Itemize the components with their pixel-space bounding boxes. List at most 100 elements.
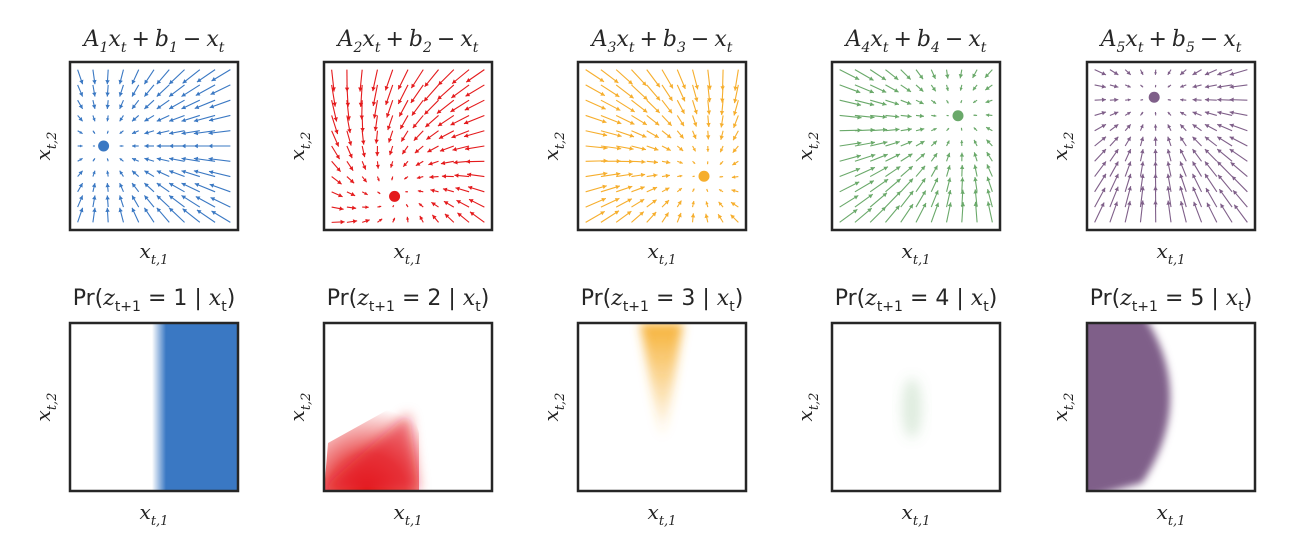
vector-arrowhead <box>1167 111 1171 115</box>
vector-arrowhead <box>1101 161 1106 166</box>
vector-arrowhead <box>211 77 217 81</box>
vector-arrowhead <box>442 187 448 192</box>
y-axis-label-sub: t,2 <box>553 132 568 150</box>
vector-arrowhead <box>719 162 723 165</box>
vector-arrowhead <box>385 113 391 118</box>
probability-title-5: Pr(zt+1 = 5 | xt) <box>1090 286 1253 315</box>
vector-arrowhead <box>1166 200 1171 205</box>
vector-arrowhead <box>194 104 200 110</box>
vector-arrowhead <box>181 195 187 200</box>
title-x2-sub: t <box>473 40 479 56</box>
vector-arrowhead <box>1140 111 1144 115</box>
vector-arrowhead <box>692 188 695 191</box>
vector-arrowhead <box>361 152 366 158</box>
vector-arrowhead <box>78 170 83 175</box>
vector-arrowhead <box>105 80 110 85</box>
title-x2: x <box>714 27 727 52</box>
vector-arrowhead <box>616 146 622 151</box>
vector-arrowhead <box>1101 84 1106 89</box>
vector-arrowhead <box>440 160 446 166</box>
probability-region-4 <box>902 378 922 438</box>
x-axis-label-x: x <box>648 500 659 524</box>
vector-arrowhead <box>973 139 978 144</box>
vector-arrowhead <box>405 191 407 193</box>
vector-arrowhead <box>371 101 377 106</box>
vector-arrowhead <box>614 210 620 215</box>
vector-arrowhead <box>906 100 912 105</box>
vector-arrowhead <box>411 111 417 116</box>
vector-arrowhead <box>1192 136 1197 142</box>
title-x2-sub: t <box>1236 40 1242 56</box>
vector-arrowhead <box>398 84 403 90</box>
vector-arrowhead <box>364 191 368 195</box>
vector-arrowhead <box>655 108 660 113</box>
vector-arrowhead <box>389 163 394 168</box>
vector-arrowhead <box>960 202 966 207</box>
vector-arrowhead <box>616 171 621 177</box>
title-minus: − <box>945 27 963 52</box>
vector-arrowhead <box>895 153 901 158</box>
vector-arrowhead <box>870 140 876 146</box>
vector-arrowhead <box>1154 72 1158 75</box>
title-x-sub: t <box>375 40 381 56</box>
vector-arrowhead <box>895 127 900 132</box>
vector-arrowhead <box>156 170 162 175</box>
vector-arrowhead <box>1114 186 1119 192</box>
vector-arrowhead <box>193 156 199 162</box>
vector-arrowhead <box>706 110 712 115</box>
prob-title-x: x <box>717 286 730 311</box>
vector-arrowhead <box>1179 149 1184 154</box>
vector-arrowhead <box>432 214 437 220</box>
vector-arrowhead <box>427 148 432 153</box>
vector-arrowhead <box>719 123 725 128</box>
vector-arrowhead <box>1113 70 1119 75</box>
title-A-sub: 4 <box>860 40 870 56</box>
vector-arrowhead <box>653 159 658 165</box>
vector-arrowhead <box>1217 84 1222 89</box>
vector-arrowhead <box>906 75 911 80</box>
vector-arrowhead <box>733 135 738 141</box>
dynamics-frame-3 <box>576 60 748 232</box>
vector-arrowhead <box>601 105 606 110</box>
vector-arrowhead <box>617 133 622 138</box>
vector-arrowhead <box>629 146 634 151</box>
y-axis-label-x: x <box>793 410 817 421</box>
x-axis-label-sub: t,1 <box>913 253 931 268</box>
vector-arrowhead <box>856 102 862 107</box>
probability-region-3 <box>640 323 683 438</box>
vector-arrowhead <box>705 135 711 140</box>
vector-arrowhead <box>655 96 661 101</box>
vector-arrowhead <box>156 92 162 97</box>
probability-title-3: Pr(zt+1 = 3 | xt) <box>581 286 744 315</box>
x-axis-label: xt,1 <box>902 500 931 529</box>
vector-arrowhead <box>105 195 110 200</box>
vector-arrowhead <box>1127 161 1132 166</box>
vector-arrowhead <box>857 141 862 146</box>
vector-arrowhead <box>931 86 936 92</box>
vector-arrowhead <box>417 189 421 193</box>
vector-arrowhead <box>959 152 965 157</box>
vector-arrowhead <box>681 96 686 102</box>
vector-arrowhead <box>78 117 83 122</box>
vector-arrowhead <box>182 208 188 213</box>
vector-arrowhead <box>1167 85 1171 88</box>
y-axis-label: xt,2 <box>793 132 822 161</box>
vector-arrowhead <box>933 114 937 118</box>
vector-arrowhead <box>360 127 365 133</box>
vector-arrowhead <box>1192 173 1197 179</box>
vector-arrowhead <box>425 122 430 128</box>
vector-arrowhead <box>468 199 474 204</box>
vector-arrowhead <box>92 79 97 85</box>
vector-arrowhead <box>119 117 124 122</box>
vector-arrowhead <box>80 144 83 148</box>
vector-arrowhead <box>869 76 874 81</box>
vector-arrowhead <box>1101 97 1106 103</box>
vector-arrowhead <box>907 153 913 158</box>
vector-arrowhead <box>629 159 634 164</box>
vector-arrowhead <box>1101 149 1106 154</box>
vector-arrowhead <box>908 204 914 209</box>
y-axis-label: xt,2 <box>539 132 568 161</box>
vector-arrowhead <box>349 178 355 184</box>
